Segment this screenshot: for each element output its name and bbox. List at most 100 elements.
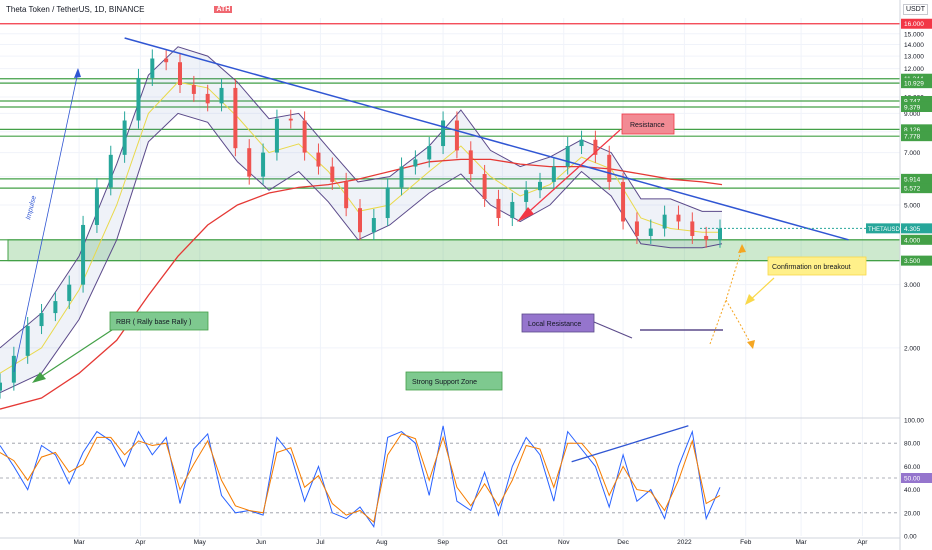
impulse-label: Impulse (25, 195, 38, 221)
local-resistance-box (521, 313, 595, 333)
candle-body (136, 77, 141, 121)
candle-body (302, 120, 307, 153)
support-label: Strong Support Zone (412, 379, 477, 386)
resistance-label: Resistance (630, 122, 665, 129)
time-tick-label: Apr (135, 539, 146, 546)
candle-body (690, 221, 695, 236)
candle-body (427, 146, 432, 160)
candle-body (288, 118, 293, 121)
candle-body (648, 228, 653, 236)
time-tick-label: 2022 (677, 539, 692, 546)
candle-body (219, 87, 224, 104)
level-tag (901, 173, 932, 184)
time-tick-label: Mar (795, 539, 807, 546)
ath-badge: ATH (214, 6, 233, 13)
currency-selector[interactable]: USDT (902, 4, 928, 15)
candle-body (67, 284, 72, 302)
current-price-label: 4.305 (904, 226, 921, 233)
time-tick-label: Dec (617, 539, 629, 546)
level-tag-label: 5.572 (904, 186, 921, 193)
time-tick-label: Jun (256, 539, 267, 546)
candle-body (53, 301, 58, 314)
current-symbol-label: THETAUSDT (868, 227, 904, 233)
candle-body (0, 382, 2, 391)
series-long-ma (0, 158, 723, 410)
candle-body (25, 326, 30, 356)
level-tag-label: 8.126 (904, 127, 921, 134)
candle-body (454, 120, 459, 151)
rsi-tick-label: 60.00 (904, 464, 921, 471)
chart-header: Theta Token / TetherUS, 1D, BINANCE ATH (4, 4, 233, 15)
level-tag (901, 255, 932, 266)
candle-body (662, 214, 667, 229)
series-upper-band (0, 46, 722, 349)
candle-body (94, 187, 99, 225)
local-resistance-arrow (593, 321, 633, 339)
candle-body (274, 118, 279, 153)
resistance-arrowhead (517, 207, 534, 222)
level-tag-label: 7.778 (904, 134, 921, 141)
rsi-marker-tag (901, 473, 932, 483)
price-tick-label: 9.000 (904, 111, 921, 118)
level-tag (901, 78, 932, 89)
candle-body (441, 120, 446, 147)
confirmation-label: Confirmation on breakout (772, 264, 851, 271)
candle-body (413, 159, 418, 167)
candle-body (510, 201, 515, 219)
candle-body (150, 58, 155, 78)
rsi-tick-label: 80.00 (904, 441, 921, 448)
price-tick-label: 14.000 (904, 42, 924, 49)
candle-body (704, 235, 709, 240)
candle-body (371, 218, 376, 233)
level-tag (901, 183, 932, 194)
candle-body (482, 174, 487, 199)
candle-body (496, 198, 501, 219)
price-tick-label: 3.000 (904, 282, 921, 289)
time-tick-label: May (194, 539, 207, 546)
level-tag-label: 9.379 (904, 104, 921, 111)
candle-body (11, 355, 16, 383)
candle-body (178, 62, 182, 86)
rsi-series-d (0, 433, 721, 524)
candle-body (108, 154, 113, 188)
candle-body (39, 313, 44, 327)
price-tick-label: 2.000 (904, 345, 921, 352)
level-tag (901, 131, 932, 142)
candle-body (676, 214, 681, 222)
candle-body (621, 181, 626, 222)
time-tick-label: Oct (497, 539, 507, 546)
level-tag (901, 124, 932, 135)
current-symbol-tag (866, 223, 900, 234)
projection-up-head (738, 244, 746, 253)
candle-body (551, 166, 556, 182)
rbr-box (109, 311, 209, 331)
candle-body (261, 152, 266, 177)
candle-body (593, 139, 598, 155)
candle-body (330, 166, 335, 182)
price-tick-label: 5.000 (904, 203, 921, 210)
projection-down (725, 299, 753, 347)
symbol-title[interactable]: Theta Token / TetherUS, 1D, BINANCE (4, 4, 147, 15)
time-tick-label: Nov (558, 539, 570, 546)
candle-body (164, 58, 169, 63)
candle-body (122, 120, 127, 155)
price-axis-bg (900, 0, 932, 550)
level-tag (901, 101, 932, 112)
level-tag-label: 5.914 (904, 176, 921, 183)
time-tick-label: Sep (437, 539, 449, 546)
candle-body (468, 150, 473, 175)
rsi-tick-label: 20.00 (904, 510, 921, 517)
impulse-arrow (13, 71, 79, 373)
support-box (405, 371, 503, 391)
confirmation-box (767, 256, 867, 276)
price-tick-label: 7.000 (904, 150, 921, 157)
local-resistance-label: Local Resistance (528, 321, 581, 328)
rsi-tick-label: 40.00 (904, 487, 921, 494)
level-tag-label: 16.000 (904, 21, 924, 28)
level-tag-label: 10.929 (904, 81, 924, 88)
impulse-arrowhead (74, 68, 81, 78)
candle-body (81, 224, 86, 285)
resistance-arrow (521, 129, 621, 219)
